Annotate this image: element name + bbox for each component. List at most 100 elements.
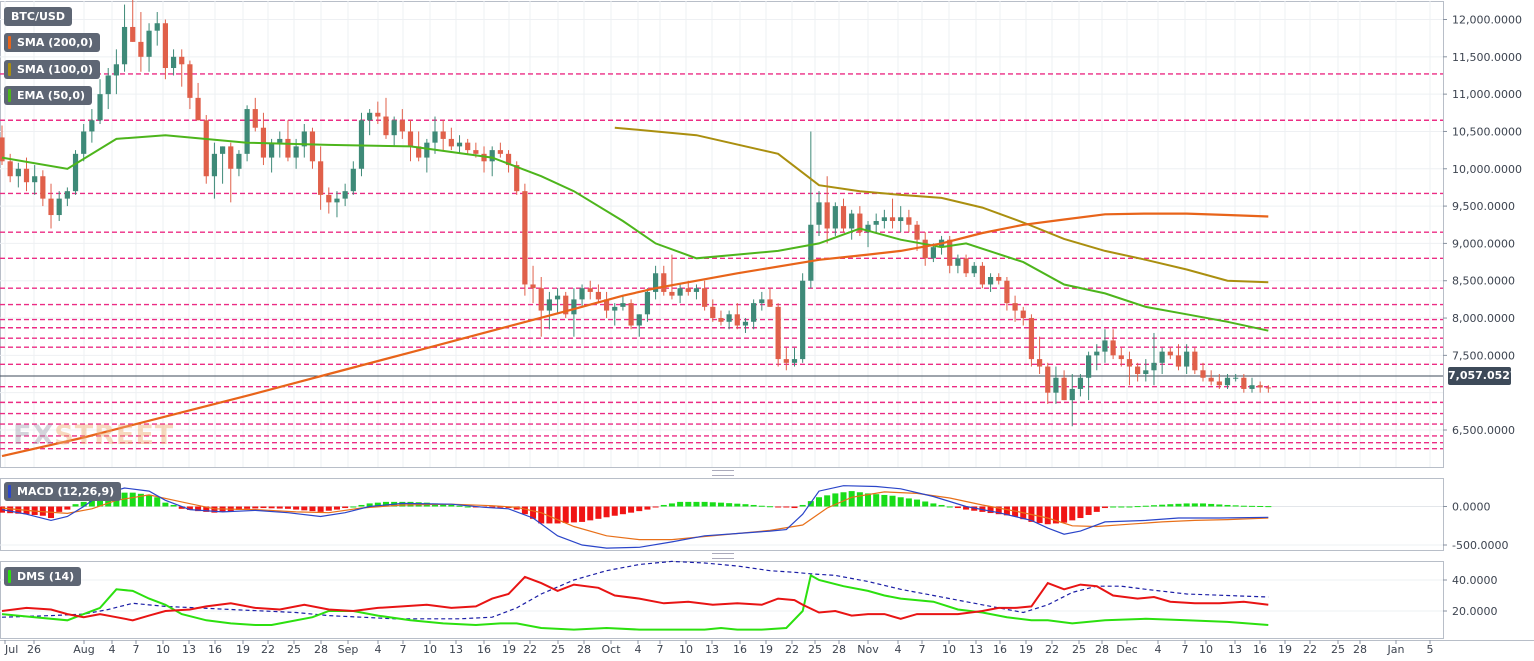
- candle-body: [1077, 377, 1084, 389]
- macd-histogram-bar: [309, 506, 316, 512]
- symbol-label[interactable]: BTC/USD: [4, 7, 72, 26]
- candle-body: [244, 109, 250, 154]
- candle-body: [138, 41, 144, 57]
- candle-body: [383, 116, 389, 136]
- ema50-line: [1, 134, 1269, 332]
- time-tick-label: 4: [895, 643, 902, 656]
- candle-body: [971, 265, 977, 274]
- candle-body: [1020, 310, 1026, 319]
- candle-body: [416, 146, 422, 158]
- candle-body: [162, 23, 168, 69]
- candle-body: [56, 198, 62, 216]
- macd-histogram-bar: [595, 506, 602, 519]
- dms-legend[interactable]: DMS (14): [4, 567, 82, 586]
- candle-body: [636, 314, 642, 326]
- macd-legend[interactable]: MACD (12,26,9): [4, 482, 122, 501]
- candle-body: [0, 137, 5, 162]
- candle-body: [97, 94, 103, 121]
- macd-histogram-bar: [840, 492, 847, 507]
- dms-panel: [0, 560, 1444, 639]
- macd-histogram-bar: [137, 493, 144, 507]
- macd-tick-label: -500.0000: [1452, 539, 1508, 552]
- candle-body: [726, 314, 732, 322]
- macd-histogram-bar: [146, 494, 153, 507]
- macd-histogram-bar: [56, 506, 63, 512]
- macd-histogram-bar: [734, 503, 741, 507]
- macd-histogram-bar: [293, 506, 300, 510]
- time-tick-label: 16: [208, 643, 222, 656]
- time-tick-label: 25: [1072, 643, 1086, 656]
- macd-histogram-bar: [1110, 506, 1117, 508]
- candle-body: [1241, 377, 1247, 389]
- macd-histogram-bar: [668, 503, 675, 507]
- candle-body: [481, 153, 487, 162]
- candle-body: [432, 131, 438, 143]
- macd-histogram-bar: [407, 501, 414, 507]
- macd-histogram-bar: [775, 506, 782, 508]
- macd-histogram-bar: [1101, 506, 1108, 509]
- candle-body: [1135, 366, 1141, 375]
- candle-body: [955, 258, 961, 266]
- macd-histogram-bar: [464, 506, 471, 508]
- candle-body: [1233, 377, 1239, 379]
- sma200-legend[interactable]: SMA (200,0): [4, 33, 101, 52]
- macd-histogram-bar: [562, 506, 569, 523]
- panel-resize-handle-1[interactable]: [712, 470, 734, 476]
- macd-histogram-bar: [636, 506, 643, 512]
- panel-resize-handle-2[interactable]: [712, 553, 734, 559]
- macd-histogram-bar: [865, 493, 872, 507]
- candle-body: [301, 131, 307, 147]
- candle-body: [718, 318, 724, 322]
- candle-body: [669, 291, 675, 296]
- macd-histogram-bar: [816, 497, 822, 507]
- time-tick-label: 28: [1353, 643, 1367, 656]
- macd-histogram-bar: [922, 501, 929, 507]
- macd-histogram-bar: [366, 503, 373, 507]
- candle-body: [1249, 385, 1255, 389]
- candle-body: [808, 224, 814, 281]
- macd-swatch: [8, 485, 11, 498]
- panel-frame: [0, 478, 1444, 551]
- candle-body: [1086, 355, 1092, 378]
- candle-body: [906, 217, 912, 225]
- macd-histogram-bar: [121, 492, 128, 507]
- candle-body: [620, 303, 626, 307]
- time-tick-label: 4: [109, 643, 116, 656]
- candle-body: [1175, 355, 1182, 367]
- dms-tick-label: 40.0000: [1452, 574, 1498, 587]
- macd-histogram-bar: [1069, 506, 1076, 521]
- candle-body: [1184, 351, 1190, 367]
- macd-histogram-bar: [538, 506, 545, 524]
- macd-histogram-bar: [374, 502, 381, 507]
- time-tick-label: 16: [993, 643, 1007, 656]
- time-tick-label: 22: [1045, 643, 1059, 656]
- macd-histogram-bar: [987, 506, 994, 514]
- candle-body: [840, 206, 847, 229]
- time-tick-label: 26: [27, 643, 41, 656]
- candle-body: [342, 191, 348, 199]
- macd-histogram-bar: [178, 506, 185, 509]
- candle-body: [702, 288, 708, 307]
- sma100-legend[interactable]: SMA (100,0): [4, 60, 101, 79]
- dms-swatch: [8, 570, 11, 583]
- macd-histogram-bar: [1183, 503, 1190, 507]
- candle-body: [767, 299, 773, 307]
- time-tick-label: 28: [832, 643, 846, 656]
- candle-body: [538, 288, 544, 311]
- candle-body: [391, 120, 397, 136]
- macd-histogram-bar: [742, 504, 749, 507]
- time-tick-label: 19: [1278, 643, 1292, 656]
- macd-histogram-bar: [619, 506, 626, 515]
- macd-histogram-bar: [1240, 505, 1247, 507]
- candle-body: [277, 138, 283, 143]
- candle-body: [154, 23, 160, 31]
- time-tick-label: 19: [236, 643, 250, 656]
- candle-body: [252, 109, 258, 128]
- ema50-legend[interactable]: EMA (50,0): [4, 86, 92, 105]
- time-tick-label: 7: [919, 643, 926, 656]
- candle-body: [269, 142, 275, 158]
- candle-body: [873, 221, 879, 225]
- candle-body: [195, 97, 201, 121]
- time-tick-label: Sep: [338, 643, 359, 656]
